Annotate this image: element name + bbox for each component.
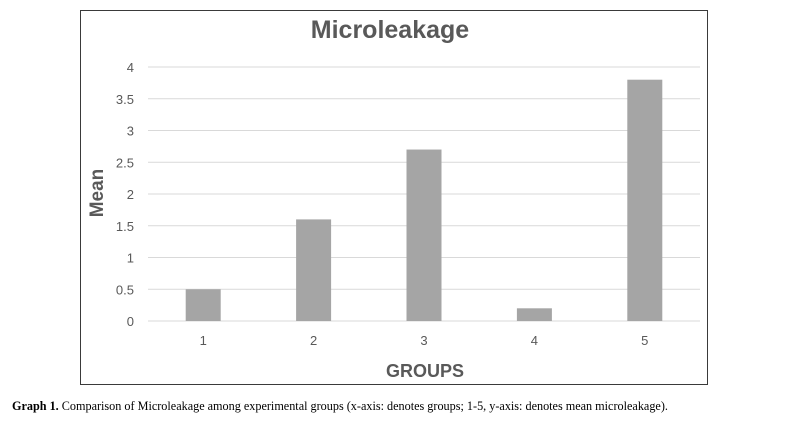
x-tick-label: 5 [641,333,648,348]
x-tick-label: 1 [200,333,207,348]
caption-text: Comparison of Microleakage among experim… [61,399,668,413]
caption-label: Graph 1. [12,399,59,413]
bar-group-2 [296,219,332,321]
chart-frame [80,10,708,385]
bar-group-4 [516,308,552,321]
x-tick-label: 3 [420,333,427,348]
y-tick-label: 4 [127,60,134,75]
bar-group-1 [185,289,221,321]
bars [185,79,663,321]
bar-group-3 [406,149,442,321]
x-axis-label: GROUPS [386,361,464,381]
y-tick-label: 3 [127,124,134,139]
y-tick-label: 2 [127,187,134,202]
y-tick-label: 2.5 [116,155,134,170]
y-tick-label: 1.5 [116,219,134,234]
y-tick-label: 0.5 [116,282,134,297]
figure-caption: Graph 1. Comparison of Microleakage amon… [12,399,782,414]
chart-title: Microleakage [311,16,470,44]
y-axis-ticks: 0 0.5 1 1.5 2 2.5 3 3.5 4 [116,60,134,329]
y-tick-label: 1 [127,251,134,266]
x-tick-label: 2 [310,333,317,348]
x-tick-label: 4 [531,333,538,348]
y-tick-label: 0 [127,314,134,329]
bar-group-5 [627,79,663,321]
y-axis-label: Mean [87,169,108,218]
x-axis-ticks: 1 2 3 4 5 [200,333,649,348]
y-tick-label: 3.5 [116,92,134,107]
